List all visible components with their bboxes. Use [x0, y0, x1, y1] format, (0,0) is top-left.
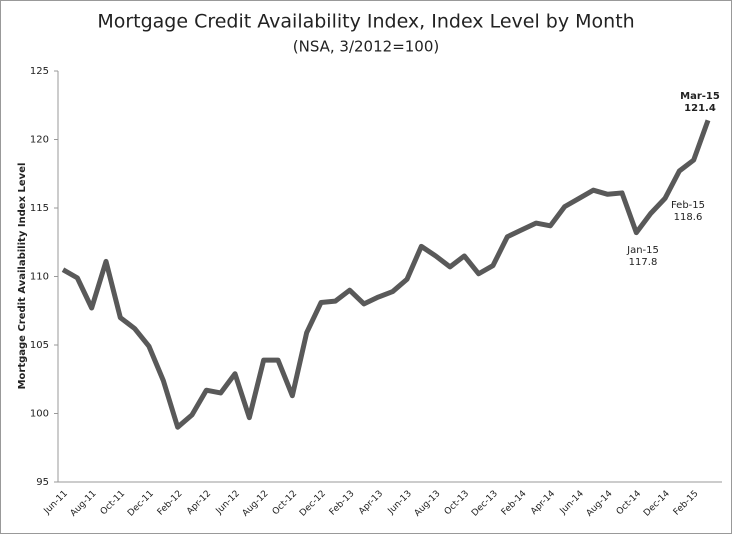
y-tick-label: 125: [30, 66, 49, 77]
y-tick-label: 115: [30, 203, 49, 214]
y-axis-label: Mortgage Credit Availability Index Level: [17, 163, 28, 390]
annotation-label: Mar-15: [680, 91, 720, 102]
annotation-value: 118.6: [674, 212, 703, 223]
annotation-label: Jan-15: [626, 245, 659, 256]
annotation-value: 117.8: [629, 257, 658, 268]
annotation-label: Feb-15: [671, 200, 705, 211]
y-tick-label: 95: [36, 477, 49, 488]
chart-title: Mortgage Credit Availability Index, Inde…: [97, 11, 634, 33]
annotation-value: 121.4: [684, 103, 716, 114]
y-tick-label: 105: [30, 340, 49, 351]
y-tick-label: 120: [30, 135, 49, 146]
y-tick-label: 100: [30, 409, 49, 420]
chart-subtitle: (NSA, 3/2012=100): [293, 38, 440, 56]
data-line: [61, 119, 711, 430]
y-tick-label: 110: [30, 272, 49, 283]
